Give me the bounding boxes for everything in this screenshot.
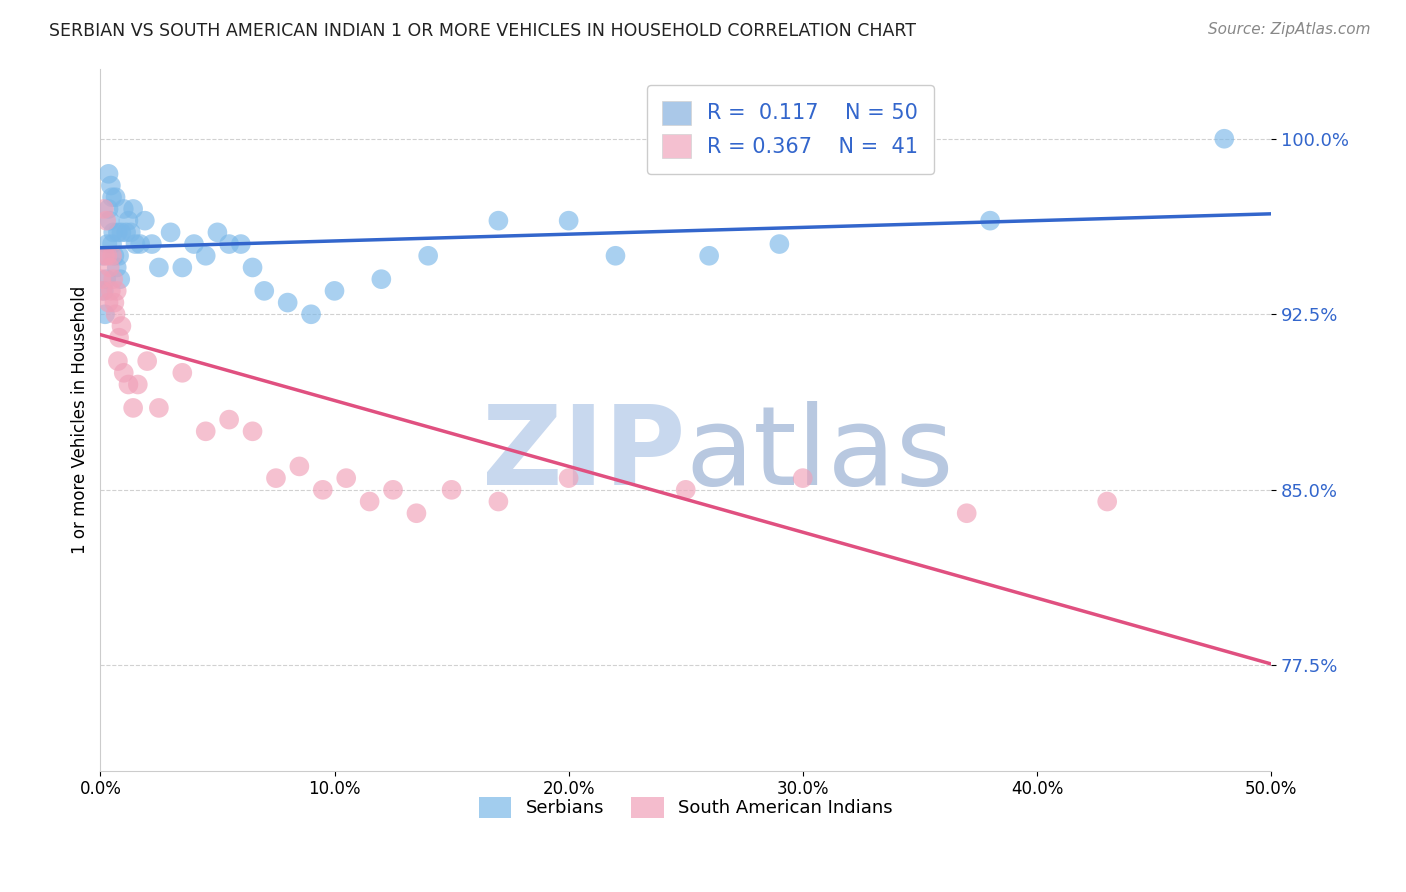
- Point: [242, 260, 264, 275]
- Point: [94, 249, 117, 263]
- Point: [96, 249, 118, 263]
- Point: [486, 213, 509, 227]
- Point: [120, 225, 142, 239]
- Y-axis label: 1 or more Vehicles in Household: 1 or more Vehicles in Household: [72, 285, 89, 554]
- Point: [335, 471, 357, 485]
- Point: [382, 483, 405, 497]
- Point: [605, 249, 627, 263]
- Point: [277, 295, 299, 310]
- Point: [194, 249, 217, 263]
- Point: [242, 425, 264, 439]
- Point: [100, 178, 122, 193]
- Point: [91, 284, 114, 298]
- Point: [148, 260, 170, 275]
- Point: [90, 272, 112, 286]
- Point: [93, 284, 115, 298]
- Text: SERBIAN VS SOUTH AMERICAN INDIAN 1 OR MORE VEHICLES IN HOUSEHOLD CORRELATION CHA: SERBIAN VS SOUTH AMERICAN INDIAN 1 OR MO…: [49, 22, 917, 40]
- Point: [104, 307, 127, 321]
- Point: [1095, 494, 1118, 508]
- Point: [97, 295, 120, 310]
- Text: ZIP: ZIP: [482, 401, 686, 508]
- Text: atlas: atlas: [686, 401, 955, 508]
- Point: [207, 225, 229, 239]
- Point: [218, 412, 240, 426]
- Point: [359, 494, 381, 508]
- Point: [792, 471, 814, 485]
- Point: [405, 506, 427, 520]
- Point: [312, 483, 335, 497]
- Point: [172, 260, 194, 275]
- Point: [103, 225, 125, 239]
- Point: [98, 260, 121, 275]
- Point: [115, 225, 138, 239]
- Point: [108, 249, 131, 263]
- Point: [323, 284, 346, 298]
- Point: [98, 213, 121, 227]
- Point: [107, 225, 129, 239]
- Point: [100, 284, 122, 298]
- Point: [122, 401, 145, 415]
- Point: [103, 272, 125, 286]
- Point: [96, 213, 118, 227]
- Point: [97, 202, 120, 216]
- Point: [112, 202, 135, 216]
- Point: [103, 295, 125, 310]
- Point: [101, 249, 124, 263]
- Point: [768, 237, 790, 252]
- Point: [124, 237, 146, 252]
- Point: [229, 237, 252, 252]
- Point: [96, 237, 118, 252]
- Point: [299, 307, 322, 321]
- Point: [110, 318, 132, 333]
- Point: [557, 213, 579, 227]
- Point: [1213, 132, 1236, 146]
- Point: [675, 483, 697, 497]
- Point: [117, 213, 139, 227]
- Point: [134, 213, 156, 227]
- Point: [697, 249, 720, 263]
- Point: [93, 202, 115, 216]
- Point: [107, 354, 129, 368]
- Point: [159, 225, 181, 239]
- Point: [105, 284, 128, 298]
- Point: [105, 260, 128, 275]
- Point: [194, 425, 217, 439]
- Point: [127, 377, 149, 392]
- Point: [110, 225, 132, 239]
- Point: [148, 401, 170, 415]
- Point: [253, 284, 276, 298]
- Point: [104, 190, 127, 204]
- Point: [418, 249, 440, 263]
- Point: [264, 471, 287, 485]
- Point: [108, 331, 131, 345]
- Point: [956, 506, 979, 520]
- Text: Source: ZipAtlas.com: Source: ZipAtlas.com: [1208, 22, 1371, 37]
- Point: [91, 249, 114, 263]
- Point: [94, 307, 117, 321]
- Point: [141, 237, 163, 252]
- Point: [557, 471, 579, 485]
- Point: [97, 167, 120, 181]
- Point: [440, 483, 463, 497]
- Point: [117, 377, 139, 392]
- Point: [370, 272, 392, 286]
- Point: [486, 494, 509, 508]
- Legend: Serbians, South American Indians: Serbians, South American Indians: [471, 789, 900, 825]
- Point: [110, 272, 132, 286]
- Point: [103, 249, 125, 263]
- Point: [136, 354, 159, 368]
- Point: [122, 202, 145, 216]
- Point: [112, 366, 135, 380]
- Point: [218, 237, 240, 252]
- Point: [96, 272, 118, 286]
- Point: [101, 237, 124, 252]
- Point: [129, 237, 152, 252]
- Point: [101, 190, 124, 204]
- Point: [172, 366, 194, 380]
- Point: [979, 213, 1001, 227]
- Point: [183, 237, 205, 252]
- Point: [288, 459, 311, 474]
